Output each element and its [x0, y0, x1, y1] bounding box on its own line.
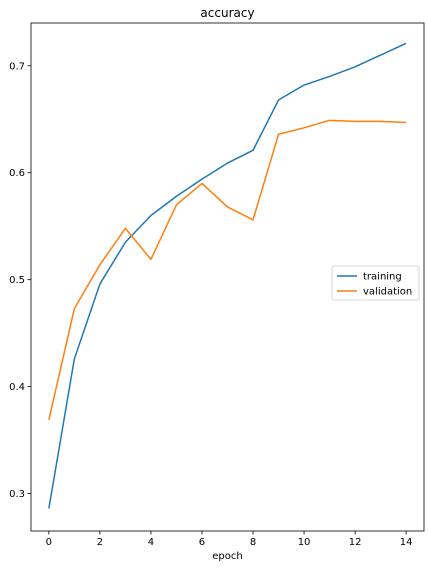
x-tick-label: 14	[400, 537, 413, 548]
x-axis-ticks: 0 2 4 6 8 10 12 14	[46, 531, 413, 548]
y-tick-label: 0.6	[9, 168, 25, 179]
x-tick-label: 6	[199, 537, 205, 548]
x-tick-label: 12	[349, 537, 362, 548]
legend-label-validation: validation	[363, 287, 412, 298]
legend: training validation	[331, 265, 420, 301]
axes-frame	[30, 22, 425, 532]
y-tick-label: 0.5	[9, 275, 25, 286]
x-tick-label: 2	[97, 537, 103, 548]
x-tick-label: 10	[298, 537, 311, 548]
series-line-validation	[48, 119, 407, 420]
y-tick-label: 0.4	[9, 382, 25, 393]
x-tick-label: 4	[148, 537, 154, 548]
y-tick-label: 0.7	[9, 61, 25, 72]
x-tick-label: 0	[46, 537, 52, 548]
x-axis-label: epoch	[212, 551, 242, 562]
chart-title: accuracy	[200, 6, 254, 20]
x-tick-label: 8	[250, 537, 256, 548]
y-axis-ticks: 0.3 0.4 0.5 0.6 0.7	[9, 61, 31, 500]
y-tick-label: 0.3	[9, 489, 25, 500]
series-group	[48, 42, 407, 509]
legend-label-training: training	[363, 272, 402, 283]
series-line-training	[48, 42, 407, 509]
